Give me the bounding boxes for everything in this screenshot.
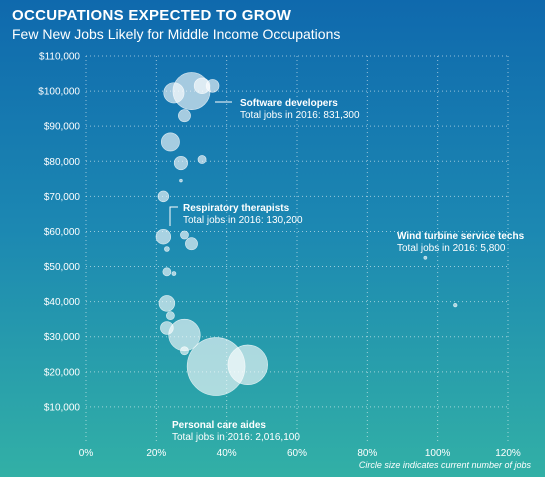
bubble-point: [205, 79, 220, 93]
bubble-point: [168, 318, 201, 352]
bubble-point: [157, 190, 170, 203]
bubble-point: [155, 229, 172, 245]
annotation-respiratory-therapists-detail: Total jobs in 2016: 130,200: [183, 215, 303, 226]
bubble-point: [453, 303, 458, 308]
y-tick-label: $70,000: [44, 192, 81, 203]
y-tick-label: $20,000: [44, 367, 81, 378]
x-tick-label: 60%: [287, 448, 307, 459]
bubble-point: [185, 237, 198, 251]
bubble-point: [162, 267, 172, 277]
bubble-point: [166, 311, 175, 321]
annotation-personal-care-aides-detail: Total jobs in 2016: 2,016,100: [172, 432, 300, 443]
bubble-point: [171, 271, 177, 276]
annotation-wind-turbine-techs-detail: Total jobs in 2016: 5,800: [397, 243, 506, 254]
y-tick-label: $90,000: [44, 122, 81, 133]
y-tick-label: $60,000: [44, 227, 81, 238]
bubble-point: [173, 155, 189, 171]
y-tick-label: $80,000: [44, 157, 81, 168]
annotation-personal-care-aides-title: Personal care aides: [172, 420, 266, 431]
annotation-software-developers-title: Software developers: [240, 98, 338, 109]
bubble-point: [179, 178, 183, 183]
x-tick-label: 40%: [217, 448, 237, 459]
y-tick-label: $110,000: [39, 52, 80, 63]
bubble-point: [197, 155, 207, 164]
bubble-point: [180, 346, 189, 356]
x-tick-label: 0%: [79, 448, 94, 459]
annotation-respiratory-therapists-title: Respiratory therapists: [183, 203, 290, 214]
y-tick-label: $40,000: [44, 297, 81, 308]
chart-title: OCCUPATIONS EXPECTED TO GROW: [12, 7, 292, 24]
bubble-point: [423, 255, 428, 260]
y-tick-label: $10,000: [44, 402, 81, 413]
bubble-point: [160, 132, 180, 152]
annotation-software-developers-detail: Total jobs in 2016: 831,300: [240, 110, 360, 121]
y-tick-label: $30,000: [44, 332, 81, 343]
annotation-leader-line: [169, 206, 178, 226]
bubble-point: [160, 321, 174, 335]
bubble-point: [158, 295, 176, 312]
bubble-point: [180, 230, 189, 240]
bubble-point: [164, 246, 170, 252]
chart-subtitle: Few New Jobs Likely for Middle Income Oc…: [12, 26, 341, 42]
bubble-point: [227, 344, 268, 386]
x-tick-label: 100%: [425, 448, 451, 459]
x-tick-label: 80%: [357, 448, 377, 459]
bubble-point: [163, 82, 185, 104]
y-tick-label: $50,000: [44, 262, 81, 273]
annotation-wind-turbine-techs-title: Wind turbine service techs: [397, 231, 525, 242]
y-tick-label: $100,000: [38, 87, 80, 98]
x-tick-label: 120%: [495, 448, 521, 459]
bubble-point: [178, 109, 191, 123]
size-note: Circle size indicates current number of …: [358, 460, 531, 470]
x-tick-label: 20%: [146, 448, 166, 459]
